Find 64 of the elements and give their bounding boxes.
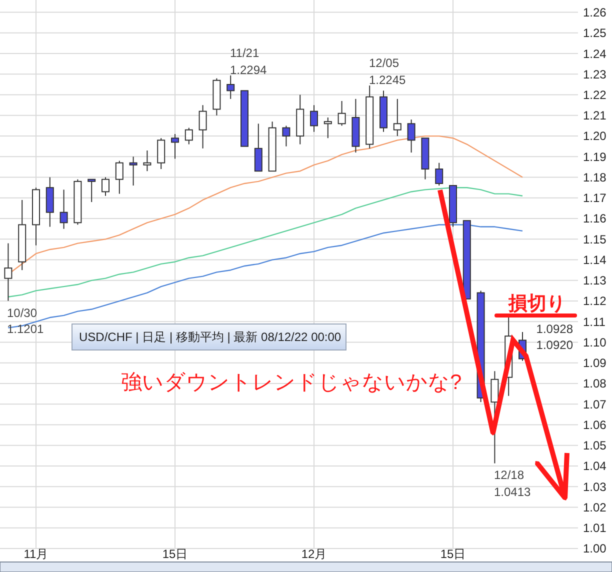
x-tick-label: 15日 (162, 547, 188, 561)
candlestick (129, 156, 138, 186)
candlestick (184, 127, 193, 145)
x-tick-label: 12月 (301, 547, 327, 561)
candlestick (157, 138, 166, 170)
annotation: 1.2245 (369, 73, 406, 87)
candlestick (171, 133, 179, 160)
y-tick-label: 1.21 (583, 108, 607, 123)
text: 1.0928 (536, 322, 574, 336)
y-tick-label: 1.13 (583, 274, 607, 288)
y-tick-label: 1.26 (583, 6, 607, 20)
candlestick (324, 116, 332, 139)
candlestick (338, 100, 346, 126)
annotation: 12/05 (369, 56, 400, 70)
y-tick-label: 1.00 (583, 542, 607, 556)
candlestick (435, 162, 444, 186)
y-tick-label: 1.18 (583, 170, 607, 184)
y-tick-label: 1.07 (583, 397, 607, 412)
candlestick (198, 104, 207, 149)
y-tick-label: 1.11 (583, 314, 606, 329)
candlestick (226, 74, 235, 100)
y-tick-label: 1.24 (583, 46, 607, 61)
y-tick-label: 1.08 (583, 376, 607, 391)
y-tick-label: 1.02 (583, 500, 607, 514)
y-tick-label: 1.06 (583, 418, 607, 432)
y-tick-label: 1.25 (583, 26, 607, 40)
x-tick-label: 11月 (24, 547, 48, 561)
annotation: 12/18 (494, 468, 524, 482)
y-tick-label: 1.12 (583, 294, 607, 308)
annotation: 強いダウントレンドじゃないかな? (121, 371, 462, 394)
y-tick-label: 1.20 (583, 129, 607, 144)
annotation: 1.0413 (494, 485, 532, 499)
y-tick-label: 1.03 (583, 480, 607, 494)
candlestick (254, 123, 262, 172)
y-tick-label: 1.09 (583, 356, 607, 370)
candlestick (4, 242, 12, 302)
y-tick-label: 1.14 (583, 252, 607, 267)
y-tick-label: 1.17 (583, 191, 607, 206)
y-tick-label: 1.22 (583, 88, 607, 102)
y-tick-label: 1.23 (583, 67, 607, 82)
text: 1.0920 (536, 338, 574, 352)
annotation: 1.1201 (7, 322, 44, 336)
y-tick-label: 1.05 (583, 438, 607, 453)
candlestick (115, 160, 124, 194)
annotation: 11/21 (230, 46, 260, 60)
y-tick-label: 1.19 (583, 150, 607, 164)
candlestick (88, 178, 96, 203)
candlestick (282, 125, 290, 147)
candlestick (143, 150, 152, 172)
candlestick (102, 176, 110, 196)
candlestick (60, 189, 68, 230)
x-tick-label: 15日 (440, 547, 466, 561)
annotation: 10/30 (7, 306, 38, 320)
y-tick-label: 1.15 (583, 232, 607, 246)
y-tick-label: 1.04 (583, 459, 607, 474)
text: USD/CHF | 日足 | 移動平均 | 最新 08/12/22 00:00 (79, 330, 342, 344)
ref-line-label: 損切り (507, 292, 566, 314)
y-tick-label: 1.01 (583, 521, 607, 536)
annotation: 1.2294 (230, 63, 268, 77)
candlestick (407, 119, 416, 154)
candlestick (393, 98, 402, 137)
candlestick (310, 104, 318, 132)
y-tick-label: 1.16 (583, 212, 607, 226)
y-tick-label: 1.10 (583, 335, 607, 350)
